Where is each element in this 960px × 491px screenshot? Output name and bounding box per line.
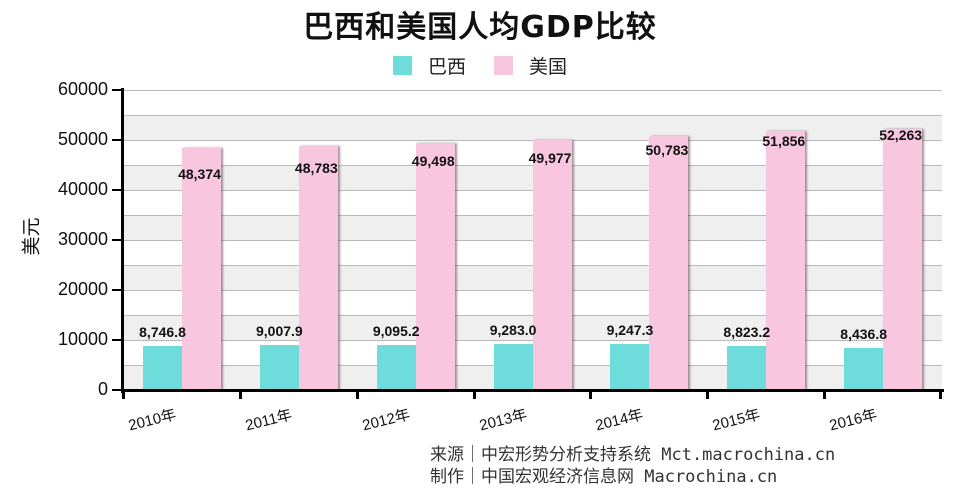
bar-us[interactable] bbox=[766, 130, 806, 390]
gridline bbox=[124, 90, 942, 91]
x-tick bbox=[238, 390, 242, 399]
bar-us[interactable] bbox=[883, 128, 923, 390]
x-tick-label: 2014年 bbox=[594, 406, 646, 435]
y-tick bbox=[112, 389, 122, 391]
bar-us[interactable] bbox=[182, 148, 221, 390]
grid-band bbox=[124, 90, 942, 115]
value-label-us: 50,783 bbox=[645, 142, 689, 159]
bar-us[interactable] bbox=[532, 140, 572, 390]
x-tick-label: 2016年 bbox=[827, 406, 879, 435]
source-line: 来源｜中宏形势分析支持系统 Mct.macrochina.cn bbox=[430, 445, 836, 465]
y-tick bbox=[112, 139, 122, 141]
plot-area: 8,746.8 48,374 9,007.9 48,783 9,095.2 49,498 9… bbox=[124, 90, 942, 391]
x-tick bbox=[939, 390, 942, 399]
y-tick-label: 0 bbox=[97, 379, 108, 399]
bar-brazil[interactable] bbox=[727, 345, 767, 390]
legend-label-us: 美国 bbox=[529, 56, 568, 78]
bar-brazil[interactable] bbox=[143, 346, 182, 390]
y-tick bbox=[112, 189, 122, 191]
y-tick-label: 20000 bbox=[57, 279, 108, 299]
bar-us[interactable] bbox=[298, 146, 338, 390]
value-label-brazil: 9,247.3 bbox=[606, 321, 654, 338]
value-label-us: 48,374 bbox=[178, 166, 221, 183]
source-footer: 来源｜中宏形势分析支持系统 Mct.macrochina.cn 制作｜中国宏观经… bbox=[430, 444, 835, 488]
x-axis-line bbox=[121, 389, 944, 392]
y-tick bbox=[112, 339, 122, 341]
x-tick-label: 2011年 bbox=[243, 406, 294, 435]
value-label-brazil: 8,823.2 bbox=[723, 323, 771, 340]
bar-brazil[interactable] bbox=[610, 343, 650, 390]
legend-item-us[interactable]: 美国 bbox=[494, 52, 567, 79]
y-tick bbox=[112, 289, 122, 291]
value-label-brazil: 8,436.8 bbox=[840, 325, 887, 342]
x-tick bbox=[355, 390, 359, 399]
y-tick-label: 40000 bbox=[57, 179, 108, 199]
bar-brazil[interactable] bbox=[376, 344, 416, 390]
legend: 巴西 美国 bbox=[0, 52, 960, 79]
bar-brazil[interactable] bbox=[259, 344, 299, 390]
y-tick-label: 30000 bbox=[57, 229, 108, 249]
y-tick-label: 50000 bbox=[57, 129, 108, 149]
x-tick-label: 2013年 bbox=[477, 406, 529, 435]
y-tick-label: 10000 bbox=[57, 329, 108, 349]
chart-title: 巴西和美国人均GDP比较 bbox=[303, 10, 657, 45]
x-tick-label: 2012年 bbox=[360, 406, 412, 435]
credit-line: 制作｜中国宏观经济信息网 Macrochina.cn bbox=[430, 467, 778, 487]
value-label-us: 48,783 bbox=[294, 160, 338, 177]
value-label-us: 52,263 bbox=[879, 126, 923, 143]
value-label-brazil: 9,007.9 bbox=[255, 322, 303, 339]
x-tick bbox=[122, 390, 125, 399]
y-tick-label: 60000 bbox=[57, 79, 108, 99]
bar-us[interactable] bbox=[649, 136, 689, 390]
bar-brazil[interactable] bbox=[493, 343, 533, 390]
value-label-brazil: 9,283.0 bbox=[489, 321, 537, 338]
x-tick-label: 2015年 bbox=[711, 406, 763, 435]
legend-item-brazil[interactable]: 巴西 bbox=[392, 52, 466, 79]
x-tick-label: 2010年 bbox=[126, 406, 178, 435]
x-tick bbox=[823, 390, 827, 399]
value-label-us: 49,977 bbox=[528, 150, 572, 167]
legend-swatch-brazil bbox=[392, 56, 412, 75]
legend-label-brazil: 巴西 bbox=[427, 56, 466, 78]
x-tick bbox=[472, 390, 476, 399]
legend-swatch-us bbox=[494, 56, 513, 75]
y-tick bbox=[112, 89, 122, 91]
y-axis-line bbox=[121, 88, 124, 393]
x-tick bbox=[706, 390, 710, 399]
value-label-brazil: 9,095.2 bbox=[372, 322, 420, 339]
grid-band bbox=[124, 115, 942, 140]
bar-brazil[interactable] bbox=[844, 347, 884, 390]
gridline bbox=[124, 115, 942, 116]
y-tick bbox=[112, 239, 122, 241]
bar-us[interactable] bbox=[415, 142, 455, 390]
value-label-us: 49,498 bbox=[411, 152, 455, 169]
x-tick bbox=[589, 390, 593, 399]
value-label-brazil: 8,746.8 bbox=[139, 324, 186, 341]
value-label-us: 51,856 bbox=[762, 132, 806, 149]
